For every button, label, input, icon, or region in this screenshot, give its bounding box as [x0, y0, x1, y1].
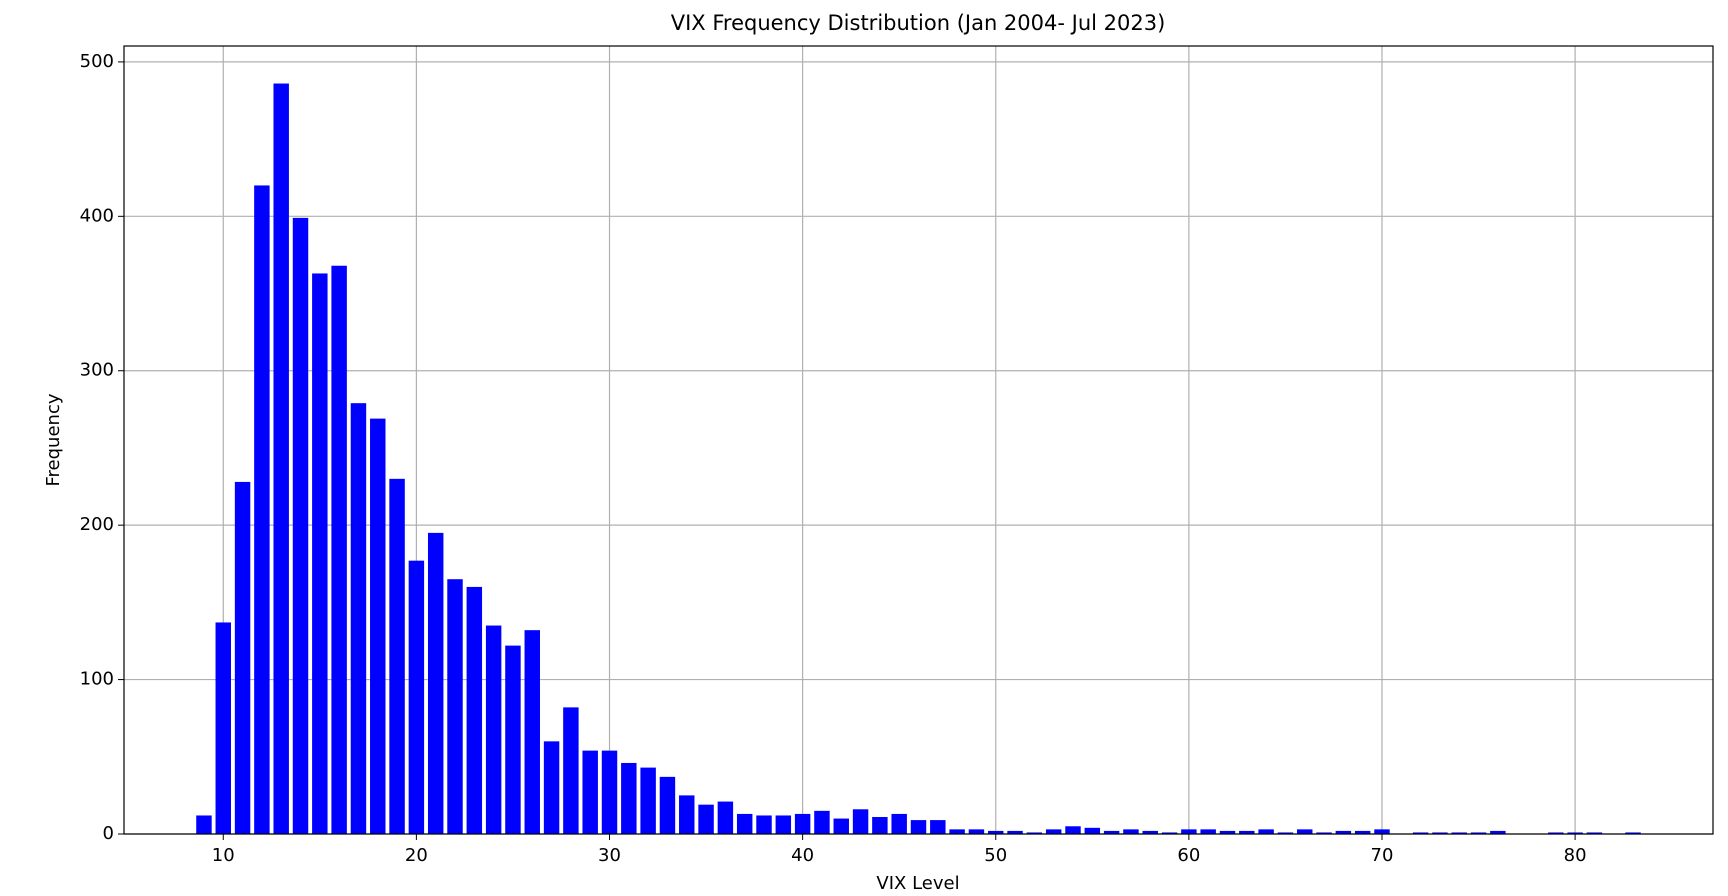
bar — [1219, 830, 1236, 834]
bar — [1412, 832, 1429, 834]
x-tick-label: 40 — [791, 845, 814, 866]
bar — [949, 829, 965, 834]
bar — [254, 185, 270, 835]
bar — [234, 481, 251, 834]
bar — [1374, 829, 1390, 834]
bar — [1084, 827, 1101, 834]
bar — [524, 630, 540, 834]
bar — [1451, 832, 1467, 834]
bar — [1045, 829, 1062, 834]
y-tick-label: 500 — [80, 51, 114, 72]
x-tick-label: 60 — [1177, 845, 1200, 866]
y-axis-label: Frequency — [43, 393, 64, 486]
bar — [775, 815, 792, 834]
bar — [1123, 829, 1139, 834]
bar — [1103, 830, 1120, 834]
bar — [1239, 830, 1255, 834]
bar — [621, 762, 637, 834]
bar — [331, 265, 347, 835]
y-tick-label: 200 — [80, 514, 114, 535]
bar — [1335, 830, 1352, 834]
bar — [717, 801, 734, 834]
bar — [312, 273, 328, 835]
bar — [215, 622, 231, 834]
bar — [1625, 832, 1641, 834]
bar — [1567, 832, 1583, 834]
bar — [292, 217, 309, 835]
bar — [563, 707, 579, 834]
bar — [968, 829, 985, 834]
bar — [1200, 829, 1216, 834]
bar — [466, 586, 483, 834]
bar — [1161, 832, 1178, 834]
bar — [370, 418, 386, 834]
bar — [1258, 829, 1274, 834]
bar — [408, 560, 425, 834]
y-tick-label: 0 — [103, 823, 114, 844]
y-tick-label: 400 — [80, 205, 114, 226]
bar — [736, 813, 753, 834]
bar — [1007, 830, 1023, 834]
bar — [350, 403, 367, 834]
x-tick-label: 10 — [212, 845, 235, 866]
bar — [582, 750, 598, 834]
bar — [756, 815, 772, 834]
bar — [543, 741, 560, 834]
x-axis-label: VIX Level — [876, 873, 959, 894]
bar — [1432, 832, 1448, 834]
bar — [601, 750, 618, 834]
bar — [1354, 830, 1371, 834]
bar — [891, 813, 907, 834]
bar — [988, 830, 1004, 834]
bar — [679, 795, 695, 834]
bar — [273, 83, 289, 835]
bar — [640, 767, 656, 834]
bar — [872, 817, 888, 834]
plot-frame — [123, 45, 1714, 835]
bar — [852, 809, 869, 834]
bar — [1065, 826, 1081, 834]
bar — [833, 818, 849, 834]
bar — [505, 645, 521, 834]
bar — [930, 820, 946, 834]
bar — [659, 776, 676, 834]
bar — [1548, 832, 1564, 834]
bar — [1470, 832, 1487, 834]
bar — [389, 478, 405, 834]
bar — [485, 625, 502, 834]
bar — [427, 532, 444, 834]
bar — [196, 815, 212, 834]
bar — [447, 579, 463, 834]
bar — [698, 804, 714, 834]
x-tick-label: 70 — [1371, 845, 1394, 866]
x-tick-label: 50 — [984, 845, 1007, 866]
y-tick-label: 300 — [80, 360, 114, 381]
bar — [1297, 829, 1313, 834]
x-tick-label: 80 — [1564, 845, 1587, 866]
bar — [910, 820, 927, 834]
bar — [1586, 832, 1603, 834]
bar — [1490, 830, 1506, 834]
bar — [1142, 830, 1158, 834]
bar — [1026, 832, 1043, 834]
chart-title: VIX Frequency Distribution (Jan 2004- Ju… — [671, 11, 1166, 35]
y-tick-label: 100 — [80, 669, 114, 690]
bar — [1316, 832, 1332, 834]
bar — [814, 810, 830, 834]
x-tick-label: 20 — [405, 845, 428, 866]
x-tick-label: 30 — [598, 845, 621, 866]
bar — [794, 813, 811, 834]
bar — [1277, 832, 1294, 834]
bar — [1181, 829, 1197, 834]
